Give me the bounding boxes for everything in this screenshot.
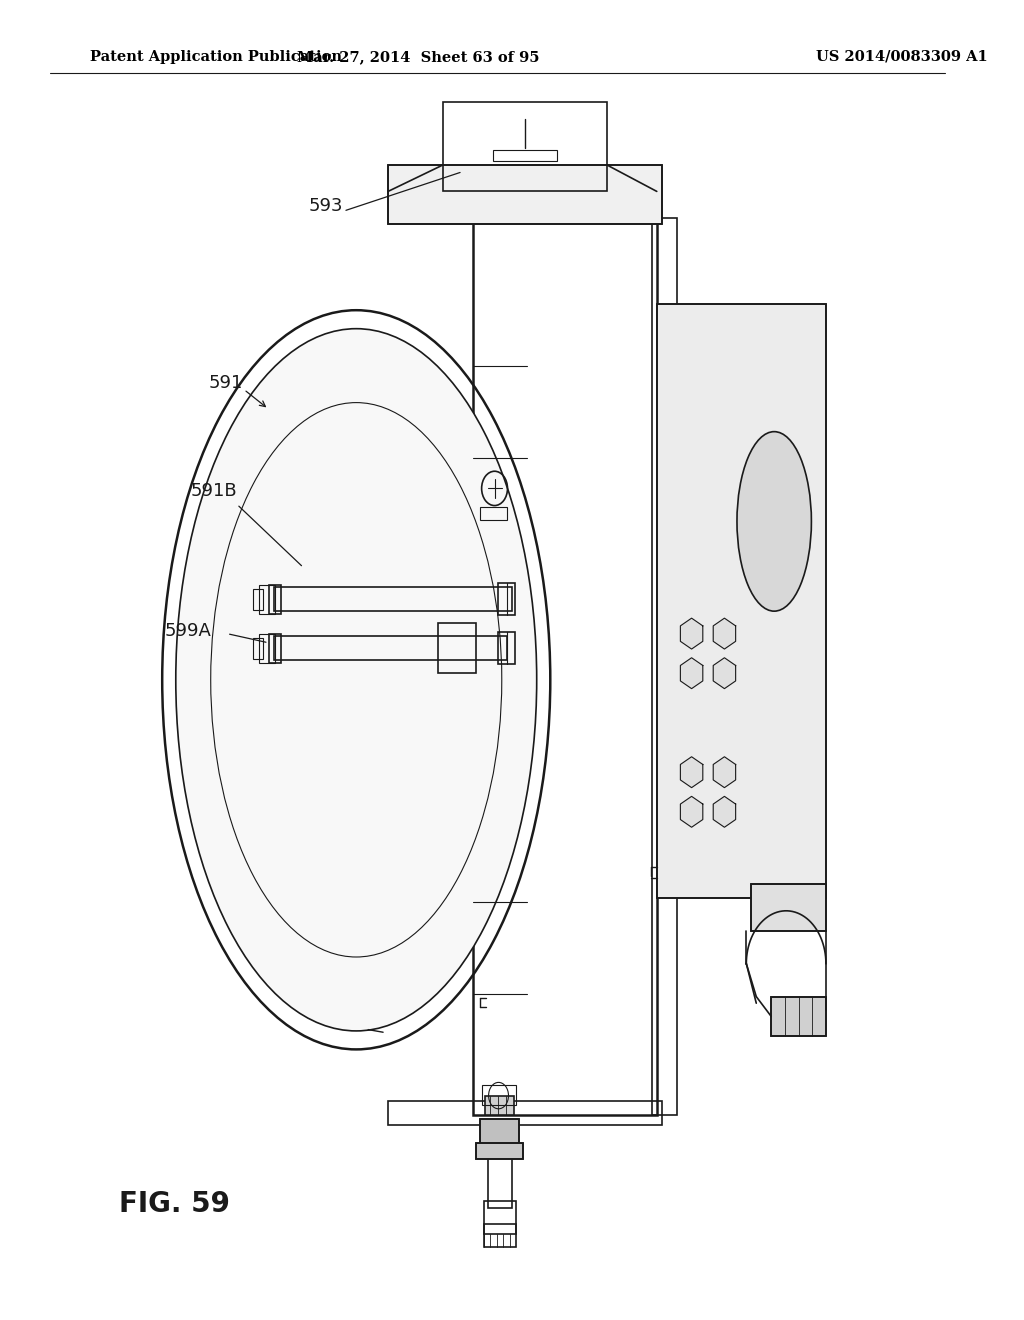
Bar <box>476 1143 523 1159</box>
Bar <box>771 997 826 1036</box>
Bar <box>479 1119 519 1148</box>
Bar <box>483 1201 516 1234</box>
Bar <box>473 218 656 1115</box>
Polygon shape <box>680 657 702 689</box>
Bar <box>253 638 263 659</box>
Bar <box>253 589 263 610</box>
Bar <box>481 1085 516 1105</box>
Bar <box>479 507 508 520</box>
Polygon shape <box>714 796 735 828</box>
Bar <box>388 165 662 224</box>
Text: Mar. 27, 2014  Sheet 63 of 95: Mar. 27, 2014 Sheet 63 of 95 <box>297 50 540 63</box>
Bar <box>438 623 476 673</box>
Text: Patent Application Publication: Patent Application Publication <box>89 50 342 63</box>
Polygon shape <box>714 756 735 788</box>
Text: US 2014/0083309 A1: US 2014/0083309 A1 <box>816 50 988 63</box>
Bar <box>268 585 281 614</box>
Text: 599A: 599A <box>164 622 211 640</box>
Polygon shape <box>714 618 735 649</box>
Text: 593: 593 <box>308 197 343 215</box>
Bar <box>498 632 515 664</box>
Bar <box>752 884 826 931</box>
Bar <box>656 304 826 898</box>
Text: 591: 591 <box>209 374 244 392</box>
Bar <box>476 1143 523 1159</box>
Bar <box>484 1096 514 1115</box>
Bar <box>273 587 512 611</box>
Bar <box>493 150 557 161</box>
Text: 591B: 591B <box>191 482 238 500</box>
Bar <box>487 1122 512 1208</box>
Bar <box>752 884 826 931</box>
Bar <box>656 304 826 898</box>
Polygon shape <box>714 657 735 689</box>
Bar <box>498 583 515 615</box>
Bar <box>268 634 281 663</box>
Text: FIG. 59: FIG. 59 <box>119 1189 229 1218</box>
Polygon shape <box>680 618 702 649</box>
Bar <box>652 218 677 1115</box>
Bar <box>259 634 274 663</box>
Ellipse shape <box>176 329 537 1031</box>
Polygon shape <box>680 796 702 828</box>
Bar <box>771 997 826 1036</box>
Ellipse shape <box>737 432 811 611</box>
Polygon shape <box>680 756 702 788</box>
Bar <box>273 636 508 660</box>
Bar <box>259 585 274 614</box>
Bar <box>479 1119 519 1148</box>
Bar <box>483 1224 516 1247</box>
Bar <box>388 1101 662 1125</box>
Bar <box>388 165 662 224</box>
Bar <box>442 102 607 191</box>
